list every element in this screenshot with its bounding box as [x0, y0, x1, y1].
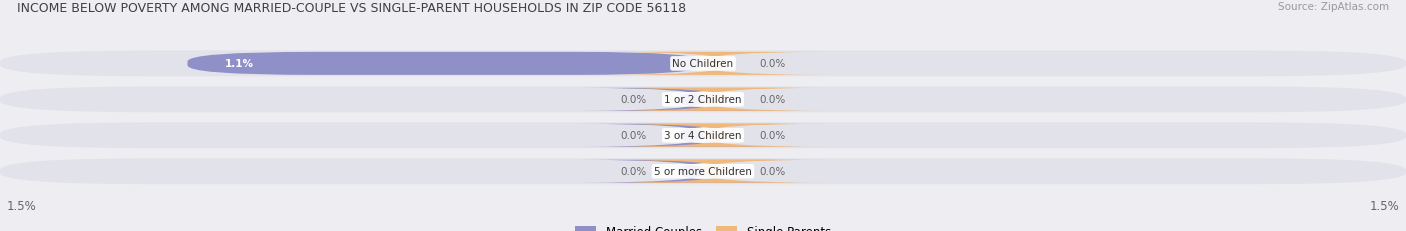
- Text: INCOME BELOW POVERTY AMONG MARRIED-COUPLE VS SINGLE-PARENT HOUSEHOLDS IN ZIP COD: INCOME BELOW POVERTY AMONG MARRIED-COUPL…: [17, 2, 686, 15]
- FancyBboxPatch shape: [576, 160, 806, 183]
- Text: 5 or more Children: 5 or more Children: [654, 167, 752, 176]
- FancyBboxPatch shape: [600, 124, 830, 147]
- Text: 0.0%: 0.0%: [759, 131, 786, 141]
- FancyBboxPatch shape: [576, 124, 806, 147]
- Text: 0.0%: 0.0%: [759, 95, 786, 105]
- Text: 1.5%: 1.5%: [1369, 199, 1399, 212]
- FancyBboxPatch shape: [600, 88, 830, 111]
- FancyBboxPatch shape: [600, 160, 830, 183]
- Text: 0.0%: 0.0%: [620, 95, 647, 105]
- FancyBboxPatch shape: [576, 88, 806, 111]
- Text: 1.1%: 1.1%: [225, 59, 254, 69]
- FancyBboxPatch shape: [0, 159, 1406, 184]
- FancyBboxPatch shape: [187, 53, 703, 76]
- Text: 1 or 2 Children: 1 or 2 Children: [664, 95, 742, 105]
- Text: No Children: No Children: [672, 59, 734, 69]
- Text: Source: ZipAtlas.com: Source: ZipAtlas.com: [1278, 2, 1389, 12]
- Text: 0.0%: 0.0%: [620, 167, 647, 176]
- Text: 0.0%: 0.0%: [759, 59, 786, 69]
- Text: 0.0%: 0.0%: [759, 167, 786, 176]
- Legend: Married Couples, Single Parents: Married Couples, Single Parents: [575, 225, 831, 231]
- FancyBboxPatch shape: [0, 123, 1406, 149]
- FancyBboxPatch shape: [0, 51, 1406, 77]
- FancyBboxPatch shape: [600, 53, 830, 76]
- Text: 0.0%: 0.0%: [620, 131, 647, 141]
- FancyBboxPatch shape: [0, 87, 1406, 113]
- Text: 3 or 4 Children: 3 or 4 Children: [664, 131, 742, 141]
- Text: 1.5%: 1.5%: [7, 199, 37, 212]
